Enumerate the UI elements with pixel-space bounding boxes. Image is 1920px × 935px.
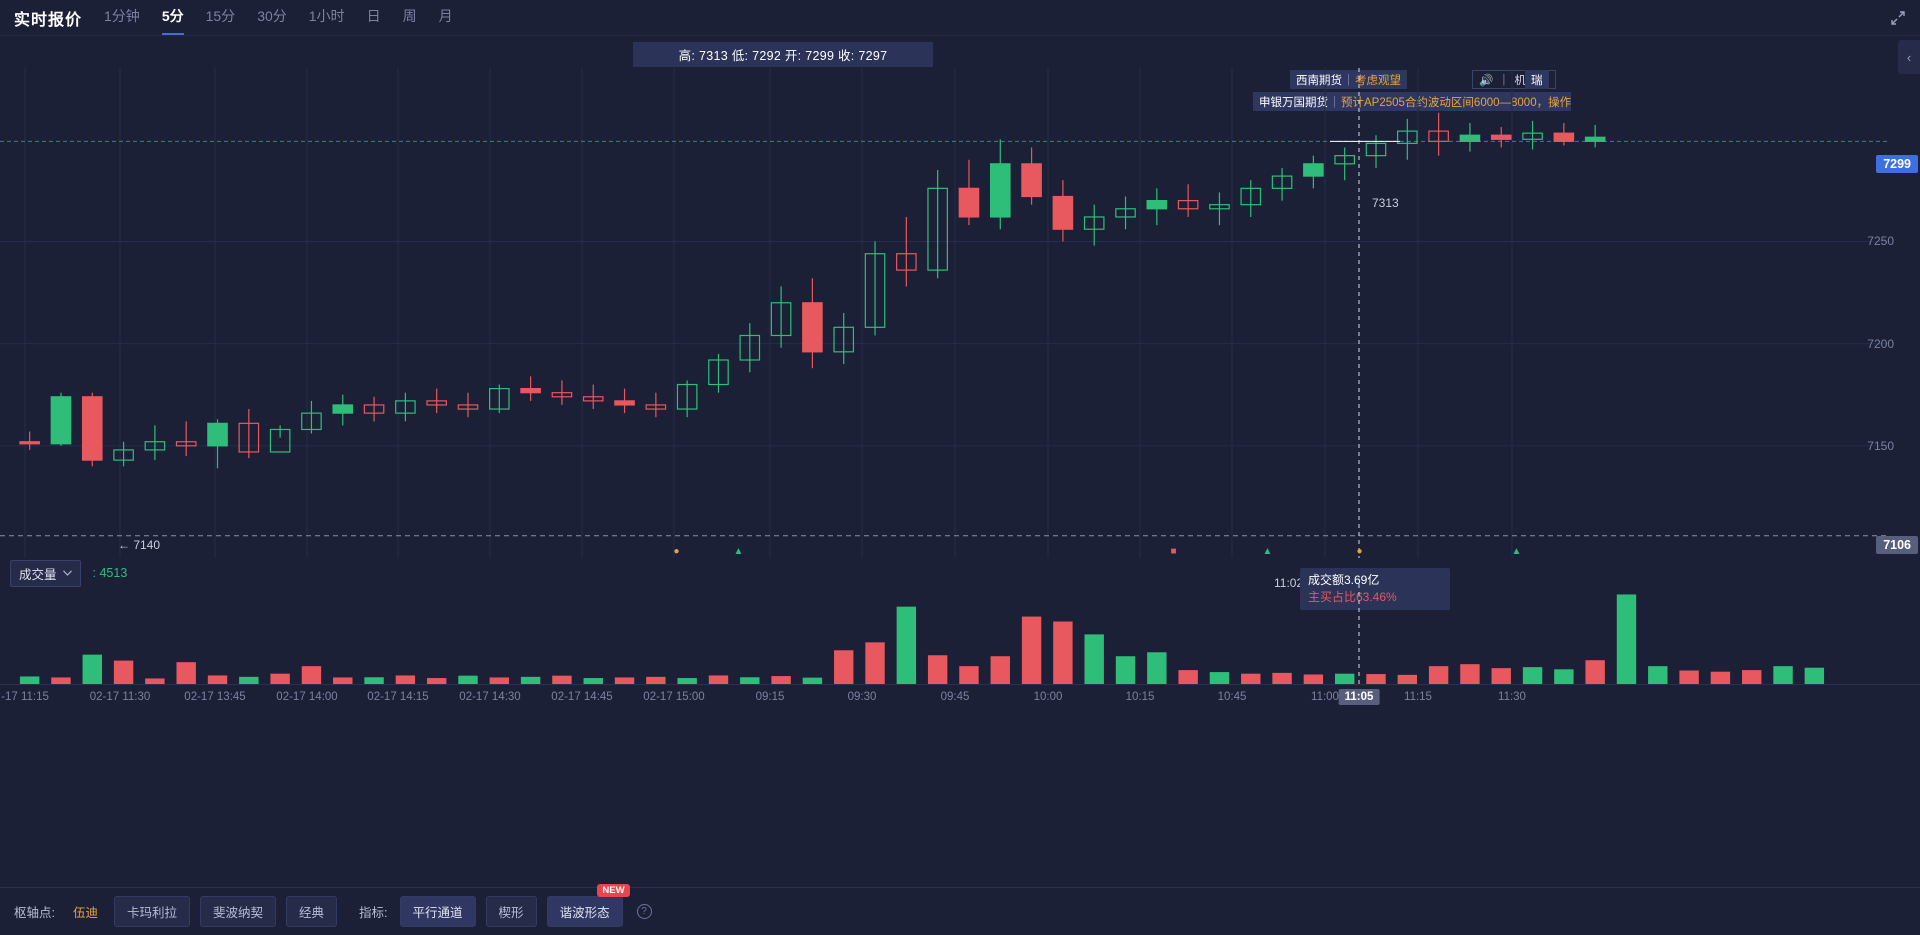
chevron-down-icon xyxy=(62,570,72,576)
time-label: 10:45 xyxy=(1217,691,1247,703)
news-text: 预计AP2505合约波动区间6000—8000，操作上建议 xyxy=(1341,96,1571,109)
price-chart[interactable]: ← 7140 7313 11:02 成交额3.69亿 主买占比63.46% 72… xyxy=(0,68,1920,610)
time-label: 02-17 11:30 xyxy=(89,691,151,703)
page-title: 实时报价 xyxy=(14,11,83,29)
time-label: 02-17 14:30 xyxy=(459,691,521,703)
low-price-badge: 7106 xyxy=(1876,536,1918,554)
timeframe-1分钟[interactable]: 1分钟 xyxy=(104,8,140,24)
event-marker[interactable]: ● xyxy=(1356,546,1363,557)
toolbar-chip-卡玛利拉[interactable]: 卡玛利拉 xyxy=(114,896,191,927)
price-label-7150: 7150 xyxy=(1867,438,1894,453)
toolbar-chip-楔形[interactable]: 楔形 xyxy=(485,896,537,927)
chevron-left-icon: ‹ xyxy=(1906,49,1912,65)
volume-value: : 4513 xyxy=(92,566,128,580)
crosshair-tooltip: 成交额3.69亿 主买占比63.46% xyxy=(1300,568,1450,610)
indicator-options: 平行通道 楔形 谐波形态 NEW xyxy=(399,884,630,927)
price-label-7200: 7200 xyxy=(1867,336,1894,351)
timeframe-周[interactable]: 周 xyxy=(402,8,417,24)
toolbar-chip-谐波形态[interactable]: 谐波形态 NEW xyxy=(546,884,630,927)
event-marker[interactable]: ● xyxy=(673,546,680,557)
toolbar-chip-平行通道[interactable]: 平行通道 xyxy=(399,896,476,927)
ohlc-tooltip: 高: 7313 低: 7292 开: 7299 收: 7297 xyxy=(633,42,933,67)
chip-label: 楔形 xyxy=(498,906,524,920)
volume-indicator-select[interactable]: 成交量 xyxy=(10,559,81,587)
pivot-options: 伍迪 卡玛利拉 斐波纳契 经典 xyxy=(67,896,338,927)
time-label: 02-17 15:00 xyxy=(643,691,705,703)
volume-chart[interactable] xyxy=(0,584,1920,684)
crosshair-time-badge: 11:05 xyxy=(1338,689,1380,705)
time-label: 02-17 13:45 xyxy=(184,691,246,703)
chip-label: 伍迪 xyxy=(72,906,98,920)
bottom-toolbar: 枢轴点: 伍迪 卡玛利拉 斐波纳契 经典 指标: 平行通道 楔形 谐波形态 NEW ? xyxy=(0,884,1920,935)
timeframe-5分[interactable]: 5分 xyxy=(161,6,184,35)
news-separator: | xyxy=(1333,95,1336,108)
volume-header: 成交量 : 4513 xyxy=(0,559,1920,587)
timeframe-tabs: 1分钟 5分 15分 30分 1小时 日 周 月 xyxy=(104,6,475,35)
chip-label: 谐波形态 xyxy=(559,906,610,920)
news-banner-shenyin[interactable]: 申银万国期货 | 预计AP2505合约波动区间6000—8000，操作上建议 xyxy=(1253,92,1571,111)
chip-label: 平行通道 xyxy=(412,906,463,920)
time-axis: 11:05 -17 11:15 02-17 11:30 02-17 13:45 02-… xyxy=(0,684,1920,712)
time-label: -17 11:15 xyxy=(1,691,49,703)
candlestick-canvas[interactable] xyxy=(0,68,1920,558)
event-marker[interactable]: ■ xyxy=(1170,546,1177,557)
timeframe-30分[interactable]: 30分 xyxy=(257,8,287,24)
top-toolbar: 实时报价 1分钟 5分 15分 30分 1小时 日 周 月 xyxy=(0,0,1920,36)
pivot-label: 枢轴点: xyxy=(14,906,55,920)
crosshair-buy-ratio: 主买占比63.46% xyxy=(1308,590,1397,604)
time-label: 11:15 xyxy=(1404,691,1432,703)
time-label: 09:30 xyxy=(847,691,877,703)
time-label: 09:45 xyxy=(940,691,970,703)
news-text: 考虑观望 xyxy=(1355,74,1401,87)
event-marker[interactable]: ▲ xyxy=(733,546,744,557)
low-annotation: ← 7140 xyxy=(118,538,161,552)
chip-label: 斐波纳契 xyxy=(213,906,264,920)
chip-label: 经典 xyxy=(299,906,325,920)
toolbar-chip-伍迪[interactable]: 伍迪 xyxy=(67,897,104,926)
news-source: 瑞 xyxy=(1531,74,1543,87)
news-banner-rui[interactable]: 瑞 xyxy=(1525,70,1549,89)
collapse-panel-button[interactable]: ‹ xyxy=(1898,40,1920,74)
time-label: 02-17 14:15 xyxy=(367,691,429,703)
timeframe-15分[interactable]: 15分 xyxy=(205,8,236,24)
timeframe-1小时[interactable]: 1小时 xyxy=(308,8,345,24)
time-label: 10:00 xyxy=(1033,691,1063,703)
volume-indicator-label: 成交量 xyxy=(19,567,57,582)
indicator-label: 指标: xyxy=(359,906,388,920)
help-icon[interactable]: ? xyxy=(636,904,652,919)
crosshair-time-label: 11:02 xyxy=(1274,576,1304,590)
price-label-7250: 7250 xyxy=(1867,234,1894,249)
timeframe-日[interactable]: 日 xyxy=(366,8,381,24)
timeframe-月[interactable]: 月 xyxy=(438,8,453,24)
toolbar-chip-经典[interactable]: 经典 xyxy=(286,896,338,927)
time-label: 11:30 xyxy=(1498,691,1526,703)
last-price-badge: 7299 xyxy=(1876,155,1918,173)
time-label: 02-17 14:45 xyxy=(551,691,613,703)
news-source: 西南期货 xyxy=(1296,74,1342,87)
chip-label: 卡玛利拉 xyxy=(127,906,178,920)
new-badge: NEW xyxy=(597,884,630,897)
news-banner-southwest[interactable]: 西南期货 | 考虑观望 xyxy=(1290,70,1407,89)
time-label: 02-17 14:00 xyxy=(276,691,338,703)
news-separator: | xyxy=(1347,73,1350,86)
news-source: 申银万国期货 xyxy=(1259,96,1328,109)
event-marker[interactable]: ▲ xyxy=(1511,546,1522,557)
speaker-icon: 🔊 xyxy=(1479,74,1494,87)
time-label: 11:00 xyxy=(1311,691,1339,703)
crosshair-turnover: 成交额3.69亿 xyxy=(1308,573,1380,587)
time-label: 10:15 xyxy=(1125,691,1155,703)
news-separator: | xyxy=(1502,73,1506,86)
time-label: 09:15 xyxy=(755,691,785,703)
event-marker[interactable]: ▲ xyxy=(1262,546,1273,557)
volume-canvas[interactable] xyxy=(0,584,1920,684)
high-annotation: 7313 xyxy=(1372,196,1399,210)
toolbar-chip-斐波纳契[interactable]: 斐波纳契 xyxy=(200,896,277,927)
expand-icon[interactable] xyxy=(1890,10,1906,26)
